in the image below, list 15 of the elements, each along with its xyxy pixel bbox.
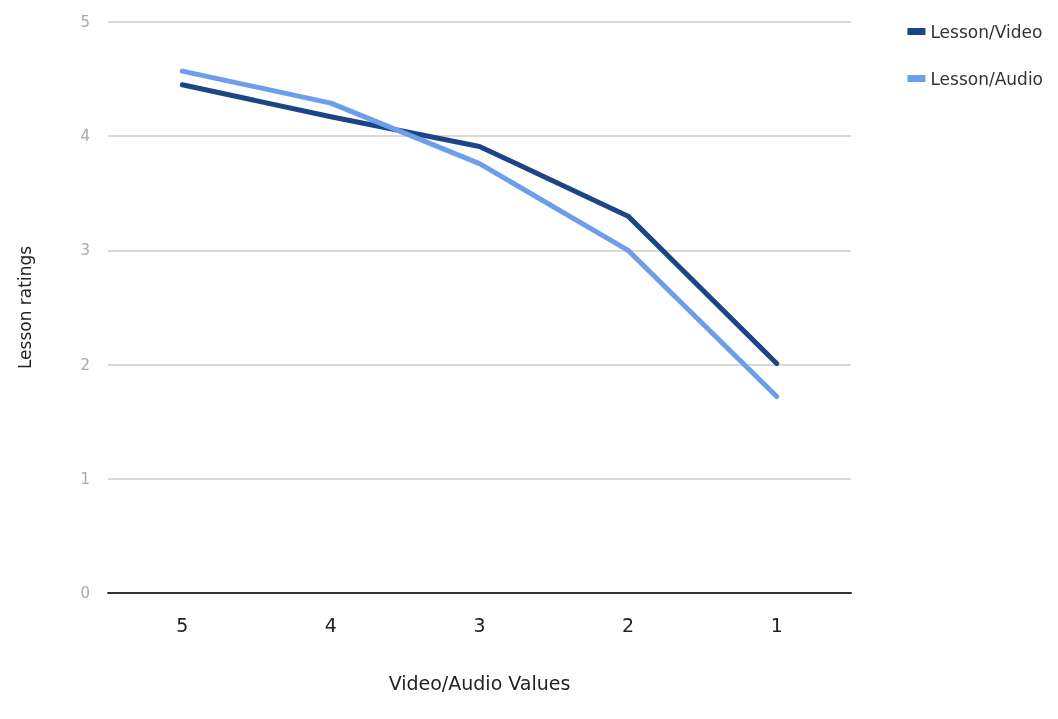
y-tick-label: 0 [80,584,90,602]
y-tick-label: 2 [80,355,90,374]
y-tick-label: 3 [80,241,90,260]
legend-label: Lesson/Audio [930,68,1044,89]
x-tick-label: 4 [324,613,337,636]
x-tick-label: 2 [622,613,635,636]
legend-label: Lesson/Video [930,21,1043,42]
x-tick-label: 3 [473,613,486,636]
x-tick-label: 1 [770,613,783,636]
x-tick-label: 5 [176,613,189,636]
y-tick-label: 1 [80,469,90,488]
y-tick-label: 5 [80,13,90,31]
x-axis-title: Video/Audio Values [388,671,571,694]
y-axis-title: Lesson ratings [14,245,35,370]
y-tick-label: 4 [80,127,90,146]
